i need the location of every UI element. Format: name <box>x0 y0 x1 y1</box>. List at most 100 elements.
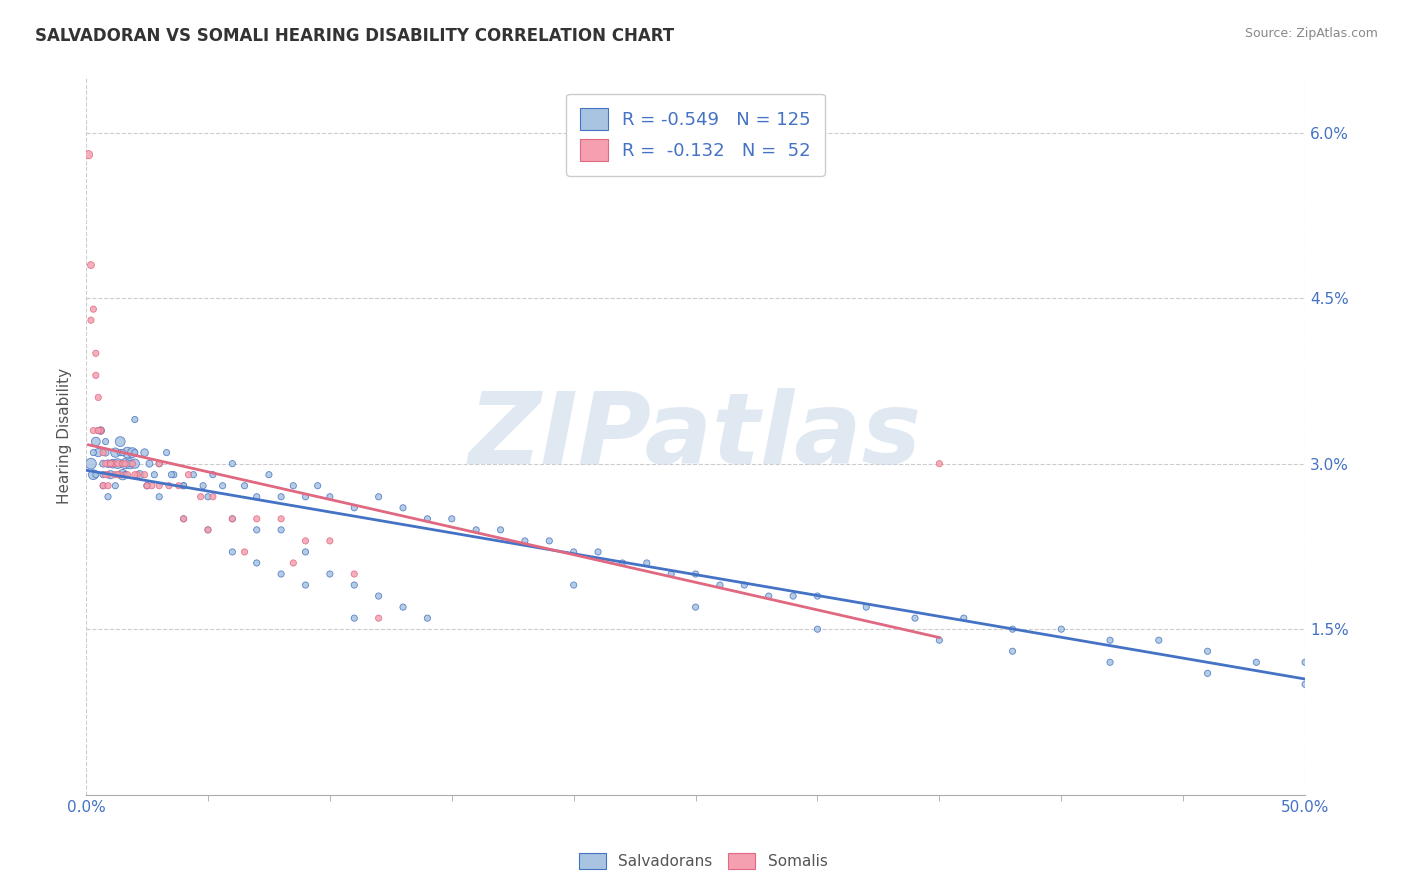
Point <box>612 556 634 570</box>
Point <box>685 600 707 615</box>
Point <box>201 490 224 504</box>
Point <box>283 479 305 493</box>
Point <box>733 578 755 592</box>
Point <box>392 600 415 615</box>
Point <box>1099 655 1122 669</box>
Point <box>173 479 195 493</box>
Point <box>157 479 180 493</box>
Point <box>177 467 200 482</box>
Point <box>94 445 117 459</box>
Point <box>124 467 146 482</box>
Point <box>343 578 366 592</box>
Point <box>201 467 224 482</box>
Point <box>319 533 342 548</box>
Point <box>233 545 256 559</box>
Point <box>246 523 269 537</box>
Point <box>136 479 159 493</box>
Point <box>562 545 585 559</box>
Point <box>108 434 131 449</box>
Point <box>173 479 195 493</box>
Point <box>148 457 170 471</box>
Point <box>114 467 136 482</box>
Point <box>128 467 150 482</box>
Point <box>221 512 243 526</box>
Point <box>1197 644 1219 658</box>
Point <box>100 467 122 482</box>
Point <box>197 523 219 537</box>
Point <box>1294 655 1316 669</box>
Point <box>283 556 305 570</box>
Point <box>1343 666 1365 681</box>
Point <box>246 490 269 504</box>
Point <box>1197 666 1219 681</box>
Point <box>107 457 129 471</box>
Point <box>91 479 114 493</box>
Point <box>111 457 134 471</box>
Point <box>80 457 103 471</box>
Point <box>806 589 828 603</box>
Point <box>1099 633 1122 648</box>
Point <box>709 578 731 592</box>
Point <box>586 545 609 559</box>
Point <box>121 445 143 459</box>
Point <box>100 457 122 471</box>
Point <box>138 457 160 471</box>
Point <box>107 467 129 482</box>
Point <box>197 523 219 537</box>
Point <box>367 589 389 603</box>
Point <box>173 512 195 526</box>
Point <box>636 556 658 570</box>
Point <box>101 457 124 471</box>
Point <box>343 567 366 582</box>
Point <box>465 523 488 537</box>
Point <box>928 633 950 648</box>
Point <box>952 611 974 625</box>
Point <box>513 533 536 548</box>
Point <box>211 479 233 493</box>
Point <box>167 479 190 493</box>
Point <box>246 556 269 570</box>
Point <box>118 457 141 471</box>
Point <box>104 479 127 493</box>
Point <box>806 622 828 636</box>
Point <box>117 467 139 482</box>
Point <box>1392 689 1406 703</box>
Point <box>294 545 316 559</box>
Point <box>94 457 117 471</box>
Point <box>155 445 177 459</box>
Point <box>190 490 212 504</box>
Point <box>1147 633 1170 648</box>
Point <box>80 313 103 327</box>
Point <box>270 567 292 582</box>
Point <box>100 457 122 471</box>
Point <box>148 479 170 493</box>
Point <box>367 611 389 625</box>
Point <box>758 589 780 603</box>
Point <box>270 523 292 537</box>
Y-axis label: Hearing Disability: Hearing Disability <box>58 368 72 504</box>
Point <box>127 467 149 482</box>
Point <box>124 445 146 459</box>
Point <box>136 479 159 493</box>
Point <box>84 368 107 383</box>
Point <box>121 457 143 471</box>
Point <box>148 457 170 471</box>
Point <box>87 424 110 438</box>
Text: Source: ZipAtlas.com: Source: ZipAtlas.com <box>1244 27 1378 40</box>
Point <box>134 445 156 459</box>
Point <box>143 467 166 482</box>
Legend: R = -0.549   N = 125, R =  -0.132   N =  52: R = -0.549 N = 125, R = -0.132 N = 52 <box>567 94 825 176</box>
Point <box>489 523 512 537</box>
Point <box>107 457 129 471</box>
Point <box>307 479 329 493</box>
Point <box>148 490 170 504</box>
Point <box>141 479 163 493</box>
Point <box>173 512 195 526</box>
Point <box>136 479 159 493</box>
Point <box>91 445 114 459</box>
Point <box>1246 655 1268 669</box>
Point <box>90 424 112 438</box>
Point <box>97 479 120 493</box>
Point <box>111 467 134 482</box>
Point <box>928 457 950 471</box>
